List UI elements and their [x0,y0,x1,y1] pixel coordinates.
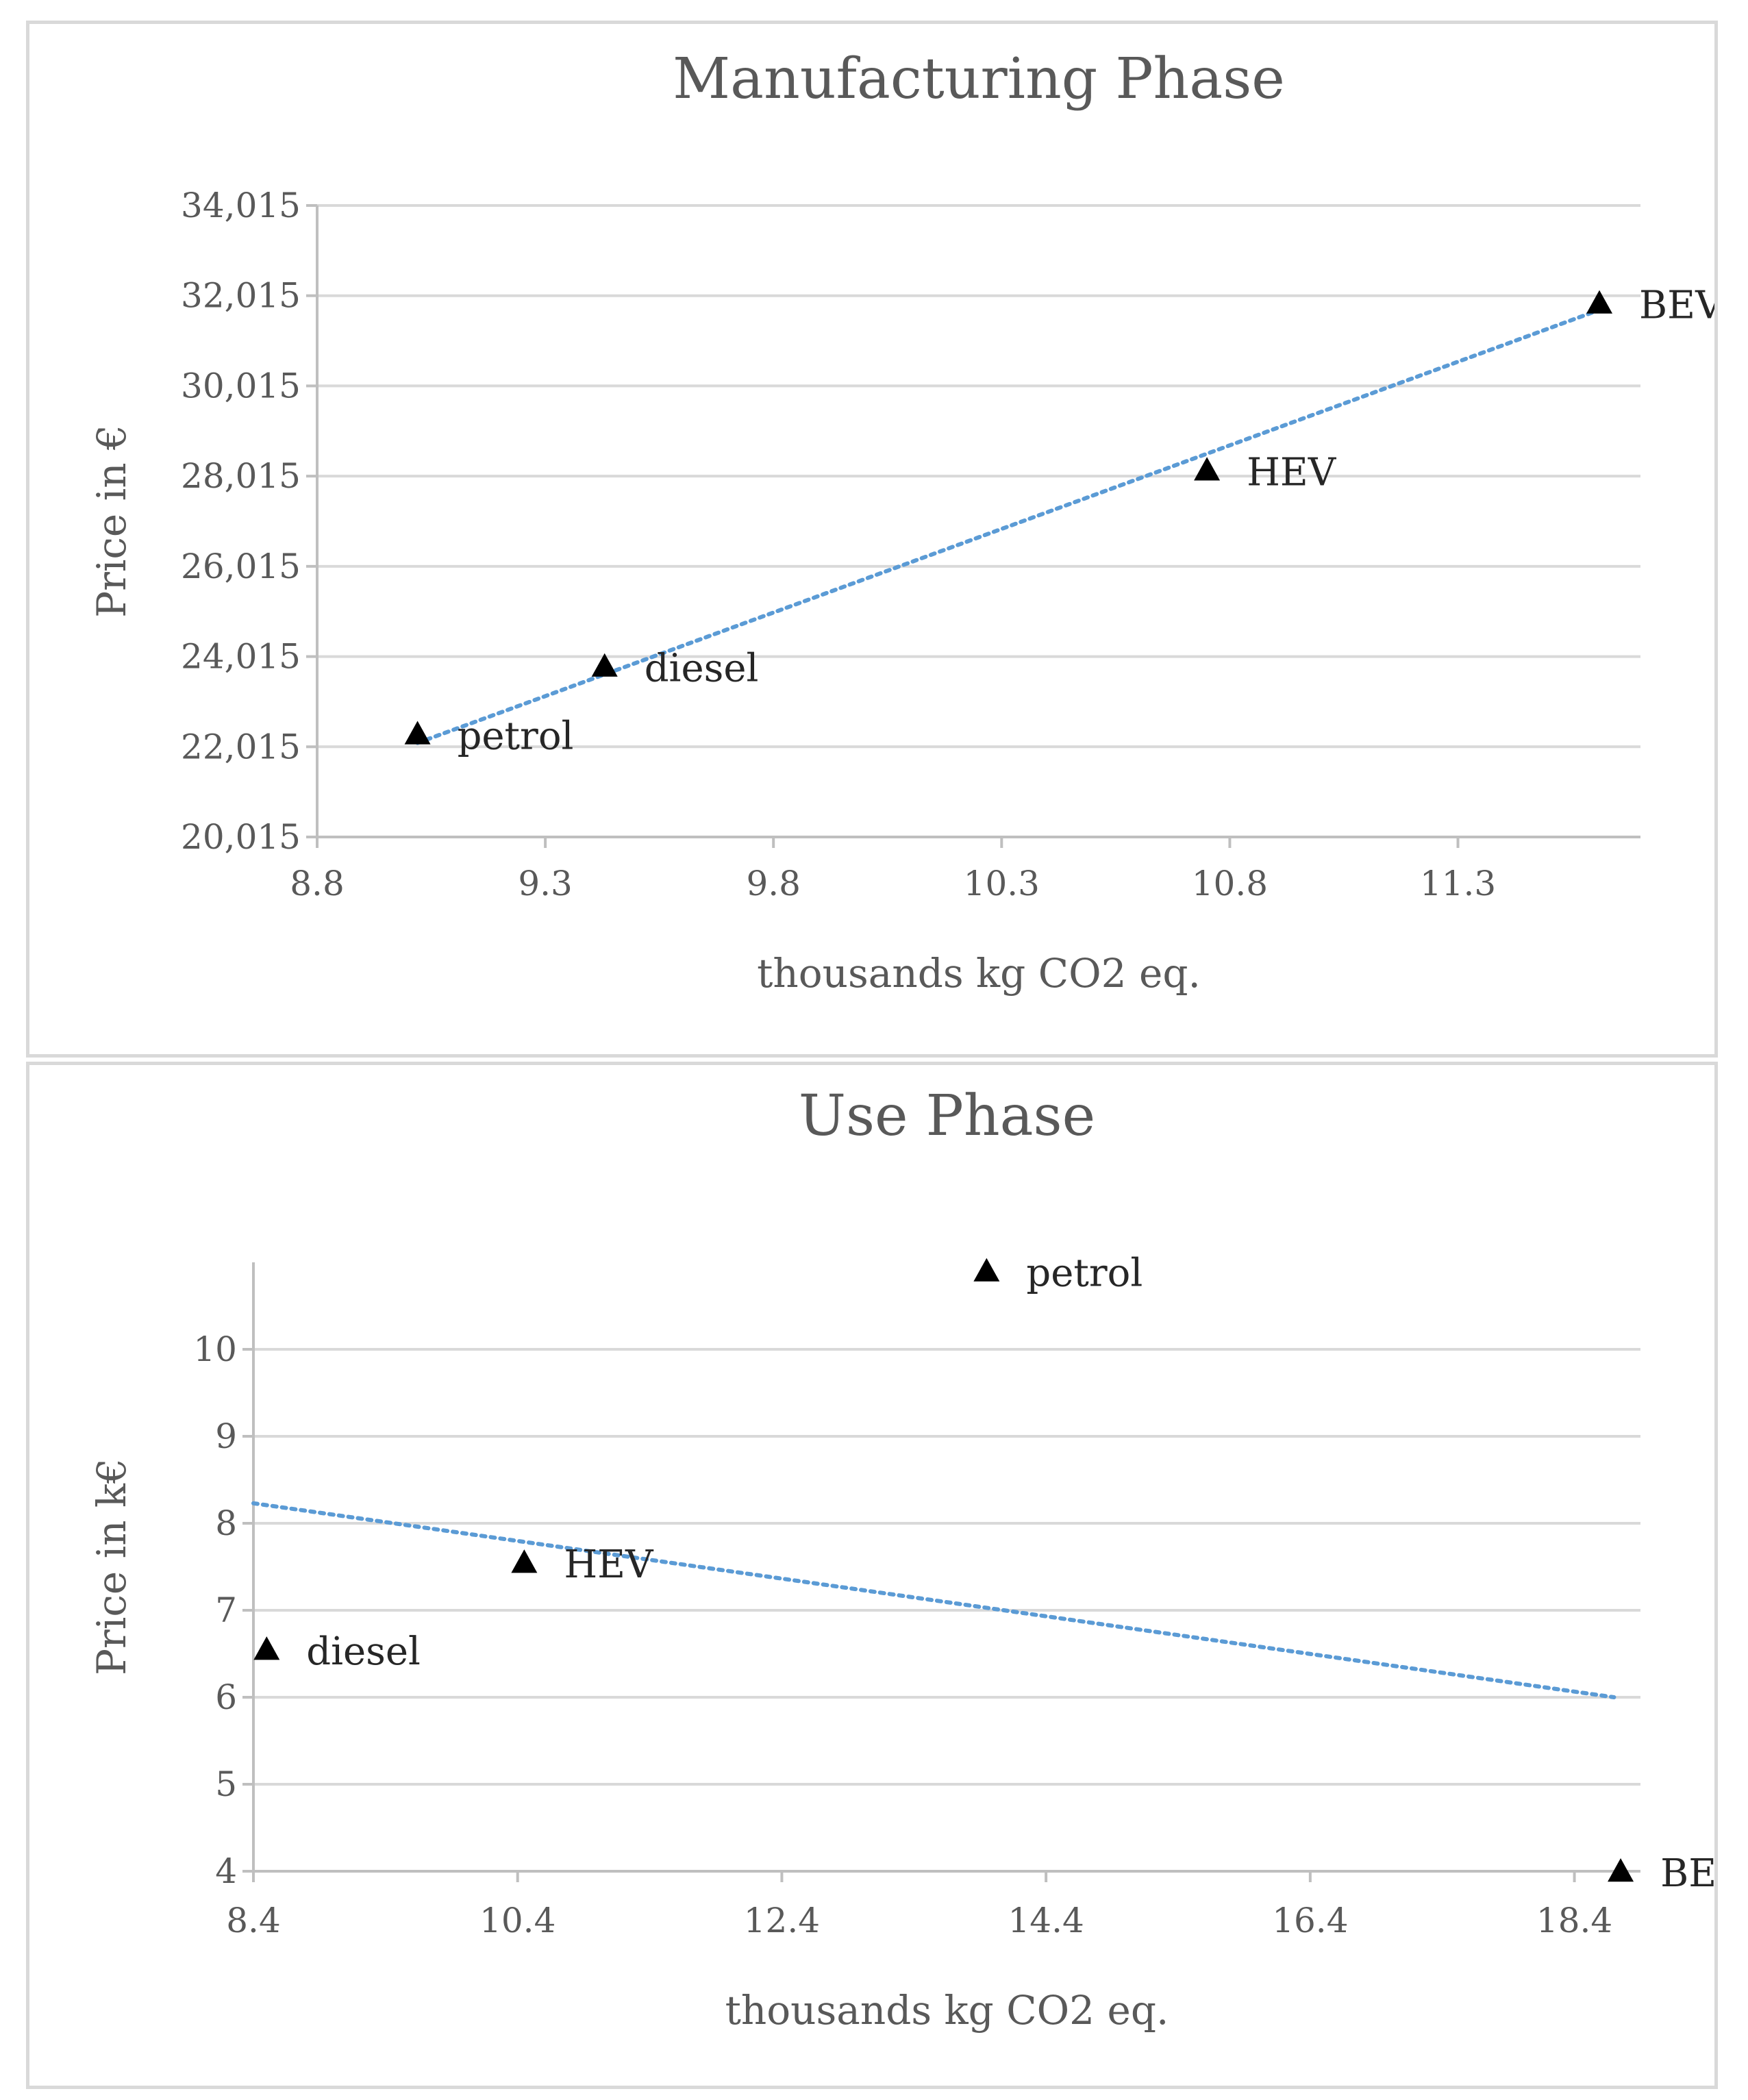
data-label-diesel: diesel [306,1629,421,1674]
y-tick-label: 4 [215,1851,237,1891]
data-label-petrol: petrol [458,714,574,759]
data-point-hev [1194,457,1221,481]
y-tick-label: 32,015 [181,276,301,316]
trendline [415,308,1602,745]
data-point-petrol [973,1258,1000,1282]
data-label-hev: HEV [564,1542,654,1587]
y-tick-label: 6 [215,1677,237,1717]
data-point-diesel [591,653,618,677]
y-tick-label: 20,015 [181,817,301,857]
y-tick-label: 24,015 [181,637,301,677]
use-phase-chart: Use Phase 4 5 6 7 8 9 10 8.4 10.4 12.4 14.4 16.4 18.4… [88,1084,1714,2034]
x-tick-label: 10.4 [479,1901,555,1940]
x-tick-label: 16.4 [1272,1901,1348,1940]
y-axis-title: Price in € [88,425,135,618]
y-tick-label: 5 [215,1764,237,1804]
x-axis-title: thousands kg CO2 eq. [725,1987,1169,2034]
data-label-petrol: petrol [1026,1251,1143,1296]
use-phase-chart-panel: Use Phase 4 5 6 7 8 9 10 8.4 10.4 12.4 14.4 16.4 18.4… [26,1062,1718,2089]
x-tick-label: 9.8 [746,864,801,903]
x-axis-title: thousands kg CO2 eq. [757,950,1201,997]
chart-title: Use Phase [799,1084,1095,1149]
chart-title: Manufacturing Phase [673,47,1285,112]
x-tick-label: 10.8 [1192,864,1268,903]
y-tick-label: 9 [215,1416,237,1456]
data-point-diesel [253,1636,280,1660]
data-label-bev: BEV [1660,1851,1714,1896]
manufacturing-chart-panel: Manufacturing Phase 20,015 22,015 24,015 26,… [26,21,1718,1058]
x-tick-label: 8.8 [290,864,345,903]
data-point-bev [1586,290,1613,314]
trendline [251,1501,1616,1699]
y-tick-label: 26,015 [181,547,301,586]
x-tick-label: 18.4 [1536,1901,1612,1940]
x-tick-label: 12.4 [744,1901,820,1940]
data-label-bev: BEV [1639,284,1714,328]
x-tick-label: 9.3 [518,864,573,903]
y-tick-label: 30,015 [181,366,301,405]
x-tick-label: 8.4 [226,1901,281,1940]
y-tick-label: 22,015 [181,727,301,766]
data-label-hev: HEV [1247,450,1337,495]
data-point-bev [1608,1858,1634,1882]
x-tick-label: 11.3 [1420,864,1496,903]
y-tick-label: 34,015 [181,186,301,225]
x-tick-label: 14.4 [1008,1901,1084,1940]
data-point-hev [511,1549,538,1573]
data-label-diesel: diesel [645,647,759,691]
x-tick-label: 10.3 [964,864,1040,903]
y-tick-label: 8 [215,1503,237,1543]
data-point-petrol [404,721,431,745]
manufacturing-chart: Manufacturing Phase 20,015 22,015 24,015 26,… [88,47,1714,997]
y-tick-label: 10 [193,1329,237,1369]
y-tick-label: 7 [215,1590,237,1630]
y-tick-label: 28,015 [181,456,301,496]
y-axis-title: Price in k€ [88,1458,135,1675]
